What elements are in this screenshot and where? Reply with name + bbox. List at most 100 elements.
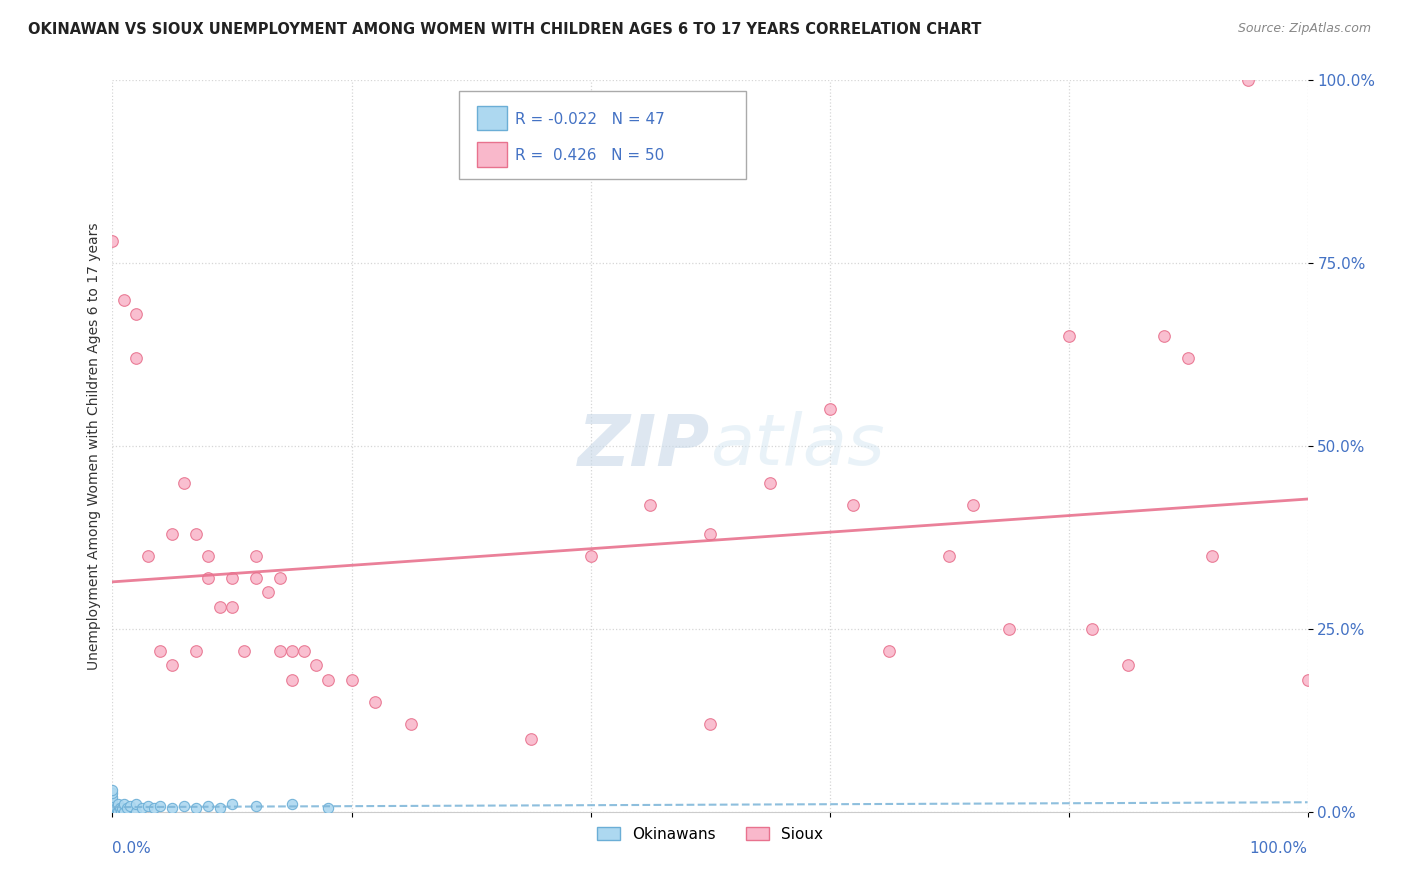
Point	[520, 731, 543, 746]
Point	[107, 797, 129, 812]
Point	[879, 644, 901, 658]
Point	[101, 805, 124, 819]
Point	[138, 549, 160, 563]
Point	[101, 805, 124, 819]
Point	[101, 805, 124, 819]
Point	[101, 801, 124, 815]
Y-axis label: Unemployment Among Women with Children Ages 6 to 17 years: Unemployment Among Women with Children A…	[87, 222, 101, 670]
Point	[1237, 73, 1260, 87]
Point	[1057, 329, 1080, 343]
Point	[101, 797, 124, 812]
Point	[101, 796, 124, 810]
Point	[173, 475, 195, 490]
Point	[125, 351, 148, 366]
Point	[105, 805, 128, 819]
Point	[305, 658, 328, 673]
Point	[125, 797, 148, 812]
Point	[245, 549, 267, 563]
Point	[699, 526, 721, 541]
Point	[101, 805, 124, 819]
Point	[1081, 622, 1104, 636]
Point	[759, 475, 782, 490]
Point	[143, 801, 166, 815]
Point	[101, 801, 124, 815]
Point	[149, 798, 172, 813]
Point	[1201, 549, 1223, 563]
Text: 0.0%: 0.0%	[112, 841, 152, 856]
Point	[101, 790, 124, 805]
FancyBboxPatch shape	[458, 91, 747, 179]
Point	[101, 797, 124, 812]
Point	[257, 585, 280, 599]
Point	[197, 798, 219, 813]
Point	[138, 798, 160, 813]
Point	[108, 801, 131, 815]
Point	[1118, 658, 1140, 673]
Text: atlas: atlas	[710, 411, 884, 481]
Point	[162, 526, 183, 541]
Point	[104, 805, 127, 819]
Point	[998, 622, 1021, 636]
Point	[401, 717, 423, 731]
Point	[269, 571, 291, 585]
Point	[1153, 329, 1175, 343]
Point	[281, 644, 304, 658]
Point	[245, 798, 267, 813]
Point	[101, 794, 124, 808]
Point	[105, 801, 128, 815]
Point	[114, 293, 135, 307]
Point	[316, 801, 339, 815]
Point	[233, 644, 256, 658]
Point	[186, 644, 208, 658]
Point	[340, 673, 363, 687]
Text: 100.0%: 100.0%	[1250, 841, 1308, 856]
Point	[101, 787, 124, 801]
Point	[281, 673, 304, 687]
Point	[269, 644, 291, 658]
Point	[162, 801, 183, 815]
Point	[221, 571, 243, 585]
Point	[111, 801, 134, 815]
Point	[364, 695, 387, 709]
Legend: Okinawans, Sioux: Okinawans, Sioux	[591, 821, 830, 848]
Point	[101, 782, 124, 797]
Point	[114, 805, 135, 819]
Point	[1177, 351, 1199, 366]
Point	[1296, 673, 1319, 687]
Point	[640, 498, 662, 512]
Point	[149, 644, 172, 658]
Point	[101, 234, 124, 248]
Point	[818, 402, 841, 417]
Point	[209, 599, 232, 614]
FancyBboxPatch shape	[477, 143, 508, 167]
FancyBboxPatch shape	[477, 106, 508, 130]
Point	[101, 794, 124, 808]
Point	[101, 805, 124, 819]
Point	[162, 658, 183, 673]
Point	[186, 526, 208, 541]
Point	[173, 798, 195, 813]
Point	[699, 717, 721, 731]
Text: R = -0.022   N = 47: R = -0.022 N = 47	[515, 112, 665, 127]
Point	[120, 798, 142, 813]
Point	[186, 801, 208, 815]
Text: ZIP: ZIP	[578, 411, 710, 481]
Point	[101, 805, 124, 819]
Point	[316, 673, 339, 687]
Point	[125, 805, 148, 819]
Point	[938, 549, 960, 563]
Point	[107, 805, 129, 819]
Point	[131, 801, 153, 815]
Point	[842, 498, 865, 512]
Point	[245, 571, 267, 585]
Point	[125, 307, 148, 321]
Point	[101, 805, 124, 819]
Point	[114, 797, 135, 812]
Point	[197, 549, 219, 563]
Text: R =  0.426   N = 50: R = 0.426 N = 50	[515, 148, 665, 163]
Text: Source: ZipAtlas.com: Source: ZipAtlas.com	[1237, 22, 1371, 36]
Point	[281, 797, 304, 812]
Text: OKINAWAN VS SIOUX UNEMPLOYMENT AMONG WOMEN WITH CHILDREN AGES 6 TO 17 YEARS CORR: OKINAWAN VS SIOUX UNEMPLOYMENT AMONG WOM…	[28, 22, 981, 37]
Point	[221, 797, 243, 812]
Point	[209, 801, 232, 815]
